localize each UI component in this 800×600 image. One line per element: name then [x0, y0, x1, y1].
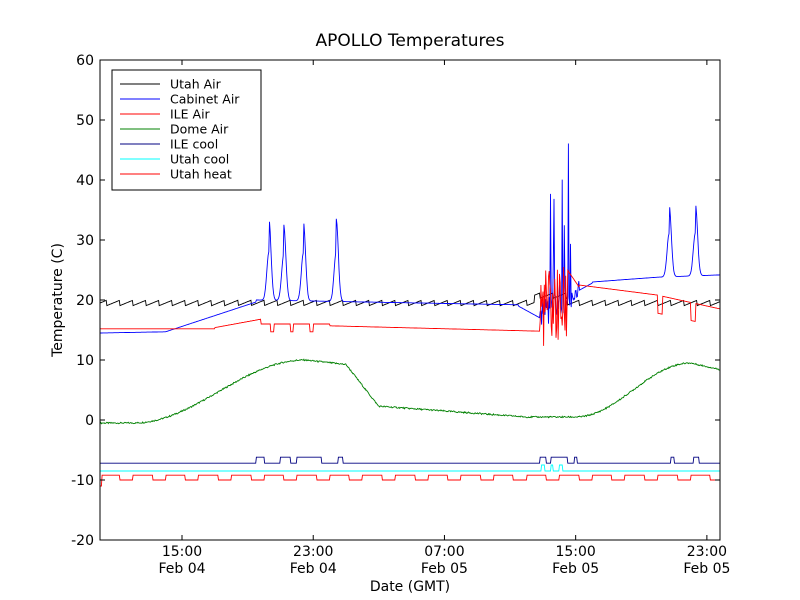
series-line-dome-air	[100, 358, 720, 425]
y-axis-label: Temperature (C)	[50, 243, 66, 358]
series-line-ile-air	[100, 266, 720, 346]
series-line-utah-air	[100, 292, 720, 307]
x-tick-label-time: 23:00	[687, 544, 727, 560]
x-tick-label-time: 15:00	[555, 544, 595, 560]
legend-label: ILE cool	[170, 137, 218, 152]
y-tick-label: 40	[76, 173, 94, 189]
series-line-utah-heat	[100, 474, 720, 487]
x-tick-label-time: 23:00	[293, 544, 333, 560]
x-axis-label: Date (GMT)	[370, 579, 450, 595]
y-tick-label: 10	[76, 353, 94, 369]
series-line-cabinet-air	[100, 143, 720, 334]
x-tick-label-date: Feb 05	[552, 561, 599, 577]
legend-label: Utah heat	[170, 167, 232, 182]
y-tick-label: 20	[76, 293, 94, 309]
x-tick-label-date: Feb 05	[421, 561, 468, 577]
legend-label: Cabinet Air	[170, 92, 240, 107]
series-group	[100, 143, 720, 487]
y-tick-label: 50	[76, 113, 94, 129]
legend-label: ILE Air	[170, 107, 211, 122]
y-tick-label: 0	[85, 413, 94, 429]
x-tick-label-time: 07:00	[424, 544, 464, 560]
y-tick-label: -10	[71, 473, 94, 489]
legend-label: Dome Air	[170, 122, 229, 137]
y-tick-label: 60	[76, 53, 94, 69]
legend-box	[111, 69, 262, 191]
legend-label: Utah cool	[170, 152, 229, 167]
series-line-ile-cool	[100, 456, 720, 464]
y-axis: 60 50 40 30 20 10 0 -10 -20	[71, 53, 720, 549]
x-tick-label-date: Feb 04	[290, 561, 337, 577]
y-tick-label: 30	[76, 233, 94, 249]
x-tick-label-time: 15:00	[162, 544, 202, 560]
legend-label: Utah Air	[170, 77, 222, 92]
x-tick-label-date: Feb 05	[683, 561, 730, 577]
x-tick-label-date: Feb 04	[158, 561, 205, 577]
chart-title: APOLLO Temperatures	[316, 31, 505, 51]
series-line-utah-cool	[100, 464, 720, 472]
y-tick-label: -20	[71, 533, 94, 549]
